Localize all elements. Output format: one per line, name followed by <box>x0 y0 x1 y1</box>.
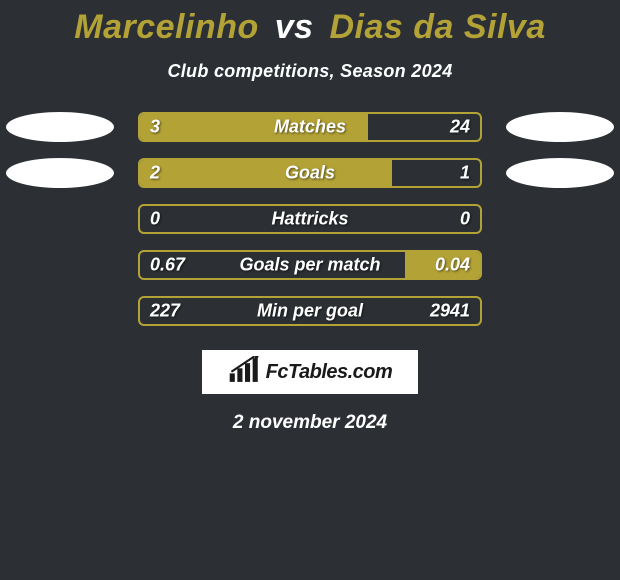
stat-bar: 227 Min per goal 2941 <box>138 296 482 326</box>
logo-spacer <box>6 204 114 234</box>
stat-value-left: 3 <box>150 117 160 138</box>
chart-icon <box>228 356 262 389</box>
stat-value-left: 2 <box>150 163 160 184</box>
page-title: Marcelinho vs Dias da Silva <box>0 8 620 47</box>
date-label: 2 november 2024 <box>0 412 620 434</box>
stat-bar: 3 Matches 24 <box>138 112 482 142</box>
logo-spacer <box>6 250 114 280</box>
stat-value-right: 0 <box>460 209 470 230</box>
logo-spacer <box>506 250 614 280</box>
stat-metric-label: Hattricks <box>271 209 348 230</box>
team-logo-right <box>506 112 614 142</box>
stats-rows: 3 Matches 24 2 Goals 1 0 Hattricks 0 0.67 Goals pe… <box>0 112 620 326</box>
stat-metric-label: Min per goal <box>257 301 363 322</box>
subtitle: Club competitions, Season 2024 <box>0 61 620 82</box>
stat-value-right: 0.04 <box>435 255 470 276</box>
stat-row: 0 Hattricks 0 <box>0 204 620 234</box>
stat-metric-label: Goals per match <box>239 255 380 276</box>
brand-badge: FcTables.com <box>202 350 418 394</box>
comparison-widget: Marcelinho vs Dias da Silva Club competi… <box>0 0 620 434</box>
logo-spacer <box>506 204 614 234</box>
stat-row: 0.67 Goals per match 0.04 <box>0 250 620 280</box>
stat-metric-label: Matches <box>274 117 346 138</box>
logo-spacer <box>506 296 614 326</box>
team-logo-right <box>506 158 614 188</box>
stat-value-left: 0 <box>150 209 160 230</box>
stat-value-left: 0.67 <box>150 255 185 276</box>
stat-bar: 0.67 Goals per match 0.04 <box>138 250 482 280</box>
player2-name: Dias da Silva <box>329 8 545 46</box>
logo-spacer <box>6 296 114 326</box>
stat-value-right: 24 <box>450 117 470 138</box>
player1-name: Marcelinho <box>74 8 258 46</box>
stat-metric-label: Goals <box>285 163 335 184</box>
stat-bar: 0 Hattricks 0 <box>138 204 482 234</box>
team-logo-left <box>6 158 114 188</box>
stat-value-left: 227 <box>150 301 180 322</box>
brand-text: FcTables.com <box>266 361 393 384</box>
bar-fill-left <box>140 160 392 186</box>
stat-value-right: 2941 <box>430 301 470 322</box>
stat-value-right: 1 <box>460 163 470 184</box>
stat-row: 227 Min per goal 2941 <box>0 296 620 326</box>
team-logo-left <box>6 112 114 142</box>
stat-row: 3 Matches 24 <box>0 112 620 142</box>
vs-label: vs <box>275 8 314 46</box>
stat-bar: 2 Goals 1 <box>138 158 482 188</box>
stat-row: 2 Goals 1 <box>0 158 620 188</box>
